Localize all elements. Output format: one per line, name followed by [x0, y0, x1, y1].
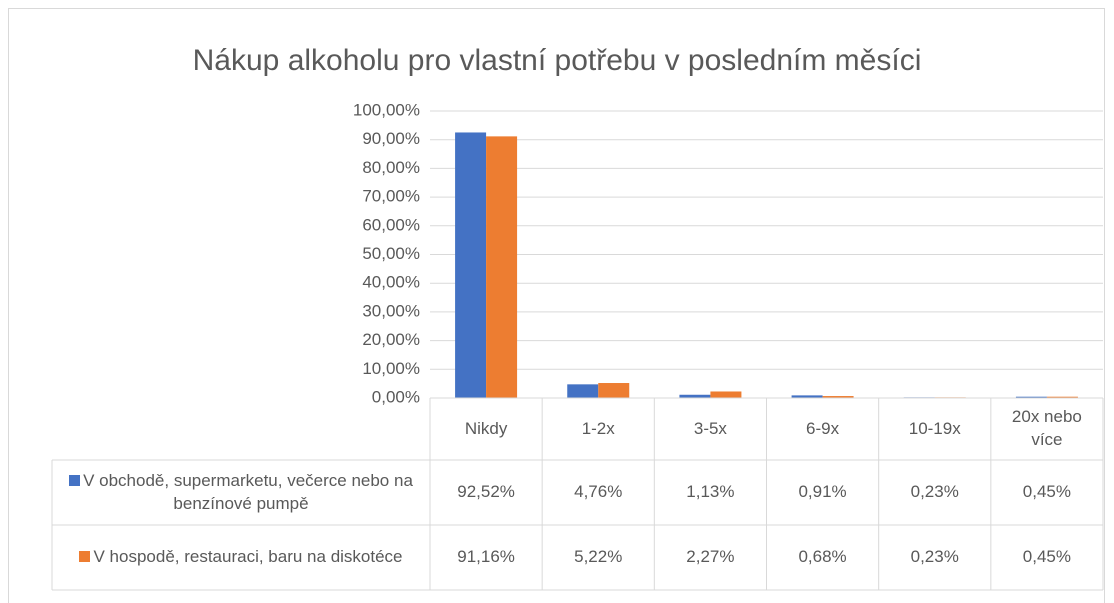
- legend-entry-label: V hospodě, restauraci, baru na diskotéce: [93, 547, 403, 567]
- data-label-label: 0,45%: [1022, 482, 1071, 502]
- y-tick-label: 100,00%: [353, 100, 420, 119]
- legend-entry-label: V obchodě, supermarketu, večerce nebo na…: [83, 470, 413, 513]
- bar: [1046, 396, 1078, 398]
- y-tick-label: 60,00%: [362, 215, 420, 234]
- data-label-label: 2,27%: [686, 547, 735, 567]
- legend-entry: V hospodě, restauraci, baru na diskotéce: [52, 525, 430, 590]
- data-label: 91,16%: [430, 525, 542, 590]
- x-tick-label-text: 3-5x: [694, 418, 727, 441]
- data-label-label: 0,45%: [1022, 547, 1071, 567]
- data-label-text: 92,52%: [457, 481, 515, 504]
- data-label-text: 0,23%: [911, 546, 959, 569]
- x-tick-label: 20x nebo více: [991, 398, 1103, 460]
- data-label: 0,68%: [767, 525, 879, 590]
- y-tick-label: 10,00%: [362, 359, 420, 378]
- data-label-label: 5,22%: [574, 547, 623, 567]
- legend-entry: V obchodě, supermarketu, večerce nebo na…: [52, 460, 430, 525]
- data-label-text: 0,23%: [911, 481, 959, 504]
- legend-entry-text: V hospodě, restauraci, baru na diskotéce: [79, 546, 403, 569]
- x-tick-label-text: 1-2x: [582, 418, 615, 441]
- data-label-label: 0,23%: [910, 547, 959, 567]
- data-label-label: 4,76%: [574, 482, 623, 502]
- data-label-text: 4,76%: [574, 481, 622, 504]
- data-label: 1,13%: [654, 460, 766, 525]
- x-tick-label: 3-5x: [654, 398, 766, 460]
- x-tick-label-label: 10-19x: [908, 418, 961, 438]
- data-label: 0,23%: [879, 460, 991, 525]
- data-label-label: 1,13%: [686, 482, 735, 502]
- data-label-text: 91,16%: [457, 546, 515, 569]
- data-label: 4,76%: [542, 460, 654, 525]
- x-tick-label-label: 6-9x: [806, 418, 840, 438]
- y-tick-label: 20,00%: [362, 330, 420, 349]
- y-tick-label: 40,00%: [362, 273, 420, 292]
- bar: [486, 136, 518, 399]
- bar: [1015, 396, 1047, 398]
- x-tick-label-text: Nikdy: [465, 418, 508, 441]
- data-label-text: 0,45%: [1023, 481, 1071, 504]
- x-tick-label-text: 6-9x: [806, 418, 839, 441]
- x-tick-label-text: 10-19x: [909, 418, 961, 441]
- data-label-label: 0,68%: [798, 547, 847, 567]
- y-tick-label: 90,00%: [362, 129, 420, 148]
- chart-title: Nákup alkoholu pro vlastní potřebu v pos…: [193, 44, 922, 77]
- x-tick-label-label: 20x nebo více: [1011, 407, 1082, 449]
- data-label-label: 0,91%: [798, 482, 847, 502]
- bar: [679, 394, 711, 398]
- data-label-text: 0,68%: [798, 546, 846, 569]
- data-label-text: 2,27%: [686, 546, 734, 569]
- data-label: 5,22%: [542, 525, 654, 590]
- data-label: 0,91%: [767, 460, 879, 525]
- bar: [710, 391, 742, 398]
- data-label-text: 5,22%: [574, 546, 622, 569]
- data-label-text: 0,45%: [1023, 546, 1071, 569]
- data-label: 92,52%: [430, 460, 542, 525]
- bar: [598, 383, 630, 398]
- legend-swatch: [69, 474, 81, 486]
- data-label-label: 0,23%: [910, 482, 959, 502]
- x-tick-label: 1-2x: [542, 398, 654, 460]
- bar: [567, 384, 599, 398]
- bar: [455, 132, 487, 399]
- legend-entry-text: V obchodě, supermarketu, večerce nebo na…: [56, 470, 426, 516]
- data-label: 0,45%: [991, 460, 1103, 525]
- data-label: 2,27%: [654, 525, 766, 590]
- data-label-label: 92,52%: [457, 482, 515, 502]
- data-label-label: 91,16%: [457, 547, 515, 567]
- bar: [791, 395, 823, 398]
- data-label: 0,45%: [991, 525, 1103, 590]
- y-tick-label: 70,00%: [362, 187, 420, 206]
- x-tick-label-text: 20x nebo více: [995, 406, 1099, 452]
- y-tick-label: 0,00%: [372, 387, 420, 406]
- x-tick-label-label: 1-2x: [581, 418, 615, 438]
- y-tick-label: 50,00%: [362, 244, 420, 263]
- x-tick-label-label: Nikdy: [464, 418, 508, 438]
- x-tick-label: 10-19x: [879, 398, 991, 460]
- data-label: 0,23%: [879, 525, 991, 590]
- data-label-text: 1,13%: [686, 481, 734, 504]
- y-tick-label: 30,00%: [362, 301, 420, 320]
- x-tick-label: Nikdy: [430, 398, 542, 460]
- x-tick-label-label: 3-5x: [693, 418, 727, 438]
- chart-border: [8, 8, 1105, 603]
- data-label-text: 0,91%: [798, 481, 846, 504]
- y-tick-label: 80,00%: [362, 158, 420, 177]
- x-tick-label: 6-9x: [767, 398, 879, 460]
- legend-swatch: [79, 551, 91, 563]
- bar: [822, 396, 854, 398]
